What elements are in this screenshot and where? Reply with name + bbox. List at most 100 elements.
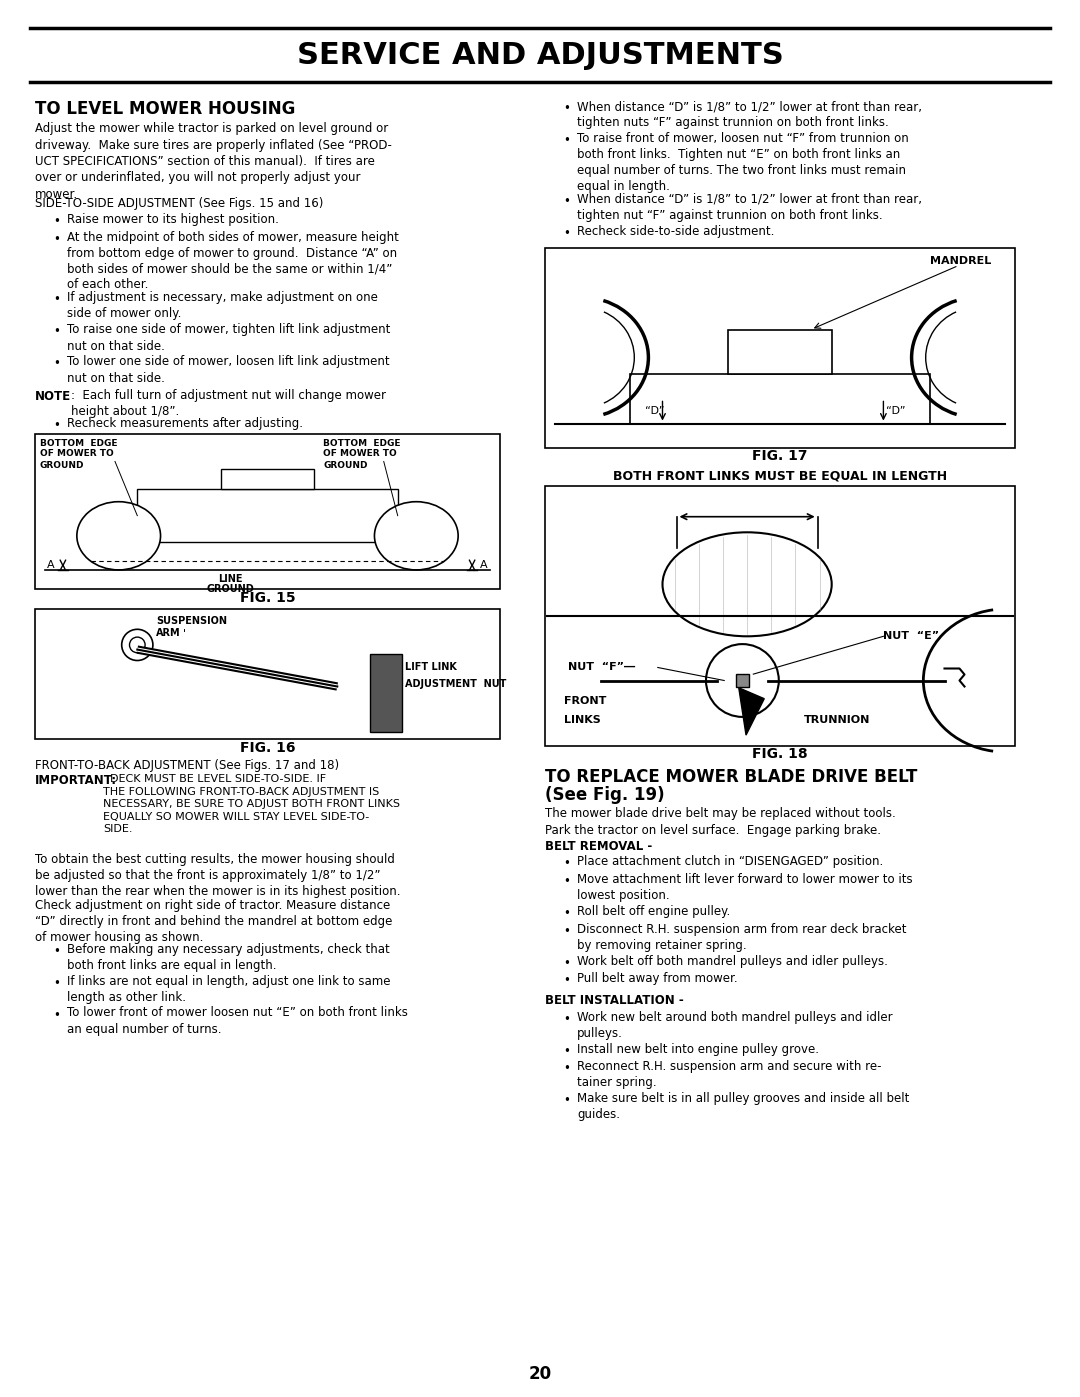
Text: FIG. 16: FIG. 16 xyxy=(240,740,295,754)
Text: A: A xyxy=(481,560,488,570)
Text: Recheck measurements after adjusting.: Recheck measurements after adjusting. xyxy=(67,418,303,430)
Bar xyxy=(35,609,500,739)
Text: •: • xyxy=(563,957,570,970)
Text: (See Fig. 19): (See Fig. 19) xyxy=(545,785,664,803)
Text: LINKS: LINKS xyxy=(564,715,600,725)
Text: “D”: “D” xyxy=(887,407,906,416)
Bar xyxy=(737,675,748,687)
Text: SERVICE AND ADJUSTMENTS: SERVICE AND ADJUSTMENTS xyxy=(297,41,783,70)
Text: MANDREL: MANDREL xyxy=(930,256,991,265)
Text: GROUND: GROUND xyxy=(323,461,368,469)
Text: If links are not equal in length, adjust one link to same
length as other link.: If links are not equal in length, adjust… xyxy=(67,975,391,1003)
Text: •: • xyxy=(563,875,570,888)
Bar xyxy=(137,489,397,542)
Text: Place attachment clutch in “DISENGAGED” position.: Place attachment clutch in “DISENGAGED” … xyxy=(577,855,883,869)
Text: •: • xyxy=(53,293,59,306)
Text: •: • xyxy=(53,358,59,370)
Text: •: • xyxy=(563,974,570,988)
Text: •: • xyxy=(563,1045,570,1058)
Text: To lower front of mower loosen nut “E” on both front links
an equal number of tu: To lower front of mower loosen nut “E” o… xyxy=(67,1006,408,1035)
Text: GROUND: GROUND xyxy=(40,461,84,469)
Text: •: • xyxy=(53,232,59,246)
Text: Make sure belt is in all pulley grooves and inside all belt
guides.: Make sure belt is in all pulley grooves … xyxy=(577,1092,909,1120)
Text: •: • xyxy=(563,102,570,115)
Bar xyxy=(545,247,1015,447)
Text: LINE: LINE xyxy=(218,574,243,584)
Text: SUSPENSION: SUSPENSION xyxy=(156,616,227,626)
Text: BELT REMOVAL -: BELT REMOVAL - xyxy=(545,840,652,852)
Text: OF MOWER TO: OF MOWER TO xyxy=(40,450,113,458)
Text: •: • xyxy=(563,226,570,240)
Text: 20: 20 xyxy=(528,1365,552,1383)
Text: :  Each full turn of adjustment nut will change mower
height about 1/8”.: : Each full turn of adjustment nut will … xyxy=(71,390,386,419)
Text: To lower one side of mower, loosen lift link adjustment
nut on that side.: To lower one side of mower, loosen lift … xyxy=(67,355,390,384)
Text: •: • xyxy=(563,134,570,147)
Text: Reconnect R.H. suspension arm and secure with re-
tainer spring.: Reconnect R.H. suspension arm and secure… xyxy=(577,1060,881,1090)
Text: Check adjustment on right side of tractor. Measure distance
“D” directly in fron: Check adjustment on right side of tracto… xyxy=(35,898,392,944)
Text: FIG. 15: FIG. 15 xyxy=(240,591,295,605)
Text: When distance “D” is 1/8” to 1/2” lower at front than rear,
tighten nut “F” agai: When distance “D” is 1/8” to 1/2” lower … xyxy=(577,193,922,222)
Text: •: • xyxy=(53,1009,59,1021)
Text: NOTE: NOTE xyxy=(35,390,71,402)
Text: “D”: “D” xyxy=(645,407,664,416)
Text: OF MOWER TO: OF MOWER TO xyxy=(323,450,397,458)
Bar xyxy=(545,486,1015,746)
Bar xyxy=(630,373,930,423)
Text: •: • xyxy=(53,419,59,433)
Text: TO REPLACE MOWER BLADE DRIVE BELT: TO REPLACE MOWER BLADE DRIVE BELT xyxy=(545,767,917,785)
Text: DECK MUST BE LEVEL SIDE-TO-SIDE. IF
THE FOLLOWING FRONT-TO-BACK ADJUSTMENT IS
NE: DECK MUST BE LEVEL SIDE-TO-SIDE. IF THE … xyxy=(103,774,400,834)
Text: •: • xyxy=(53,944,59,957)
Text: The mower blade drive belt may be replaced without tools.
Park the tractor on le: The mower blade drive belt may be replac… xyxy=(545,807,895,837)
Bar xyxy=(728,330,832,373)
Bar xyxy=(221,469,314,489)
Bar xyxy=(369,654,403,732)
Text: Before making any necessary adjustments, check that
both front links are equal i: Before making any necessary adjustments,… xyxy=(67,943,390,971)
Text: FIG. 17: FIG. 17 xyxy=(753,450,808,464)
Bar xyxy=(35,433,500,588)
Text: Work new belt around both mandrel pulleys and idler
pulleys.: Work new belt around both mandrel pulley… xyxy=(577,1010,893,1039)
Text: BOTTOM  EDGE: BOTTOM EDGE xyxy=(323,439,401,447)
Text: To raise one side of mower, tighten lift link adjustment
nut on that side.: To raise one side of mower, tighten lift… xyxy=(67,324,390,352)
Ellipse shape xyxy=(662,532,832,636)
Text: •: • xyxy=(563,1013,570,1025)
Text: Adjust the mower while tractor is parked on level ground or
driveway.  Make sure: Adjust the mower while tractor is parked… xyxy=(35,122,392,201)
Text: FIG. 18: FIG. 18 xyxy=(752,747,808,761)
Text: •: • xyxy=(53,215,59,228)
Text: TRUNNION: TRUNNION xyxy=(804,715,869,725)
Text: Move attachment lift lever forward to lower mower to its
lowest position.: Move attachment lift lever forward to lo… xyxy=(577,873,913,902)
Text: Roll belt off engine pulley.: Roll belt off engine pulley. xyxy=(577,905,730,918)
Text: BELT INSTALLATION -: BELT INSTALLATION - xyxy=(545,995,684,1007)
Text: To raise front of mower, loosen nut “F” from trunnion on
both front links.  Tigh: To raise front of mower, loosen nut “F” … xyxy=(577,131,908,193)
Text: Disconnect R.H. suspension arm from rear deck bracket
by removing retainer sprin: Disconnect R.H. suspension arm from rear… xyxy=(577,922,906,951)
Text: BOTH FRONT LINKS MUST BE EQUAL IN LENGTH: BOTH FRONT LINKS MUST BE EQUAL IN LENGTH xyxy=(613,469,947,482)
Text: BOTTOM  EDGE: BOTTOM EDGE xyxy=(40,439,118,447)
Text: To obtain the best cutting results, the mower housing should
be adjusted so that: To obtain the best cutting results, the … xyxy=(35,852,401,898)
Text: Pull belt away from mower.: Pull belt away from mower. xyxy=(577,972,738,985)
Text: ARM: ARM xyxy=(156,629,180,638)
Text: NUT  “F”―: NUT “F”― xyxy=(568,662,636,672)
Text: SIDE-TO-SIDE ADJUSTMENT (See Figs. 15 and 16): SIDE-TO-SIDE ADJUSTMENT (See Figs. 15 an… xyxy=(35,197,323,210)
Text: If adjustment is necessary, make adjustment on one
side of mower only.: If adjustment is necessary, make adjustm… xyxy=(67,292,378,320)
Text: FRONT: FRONT xyxy=(564,697,606,707)
Text: TO LEVEL MOWER HOUSING: TO LEVEL MOWER HOUSING xyxy=(35,101,295,117)
Text: Install new belt into engine pulley grove.: Install new belt into engine pulley grov… xyxy=(577,1042,819,1056)
Text: A: A xyxy=(48,560,55,570)
Circle shape xyxy=(122,629,153,661)
Text: NUT  “E”: NUT “E” xyxy=(883,631,940,641)
Text: •: • xyxy=(53,977,59,989)
Text: LIFT LINK: LIFT LINK xyxy=(405,662,457,672)
Text: IMPORTANT:: IMPORTANT: xyxy=(35,774,117,788)
Text: FRONT-TO-BACK ADJUSTMENT (See Figs. 17 and 18): FRONT-TO-BACK ADJUSTMENT (See Figs. 17 a… xyxy=(35,759,339,771)
Text: Raise mower to its highest position.: Raise mower to its highest position. xyxy=(67,212,279,226)
Text: •: • xyxy=(563,858,570,870)
Text: •: • xyxy=(563,196,570,208)
Text: At the midpoint of both sides of mower, measure height
from bottom edge of mower: At the midpoint of both sides of mower, … xyxy=(67,231,399,292)
Text: ADJUSTMENT  NUT: ADJUSTMENT NUT xyxy=(405,679,507,689)
Ellipse shape xyxy=(77,502,161,570)
Polygon shape xyxy=(739,687,765,735)
Ellipse shape xyxy=(375,502,458,570)
Text: When distance “D” is 1/8” to 1/2” lower at front than rear,
tighten nuts “F” aga: When distance “D” is 1/8” to 1/2” lower … xyxy=(577,101,922,129)
Text: •: • xyxy=(563,1062,570,1076)
Text: GROUND: GROUND xyxy=(206,584,254,594)
Circle shape xyxy=(706,644,779,717)
